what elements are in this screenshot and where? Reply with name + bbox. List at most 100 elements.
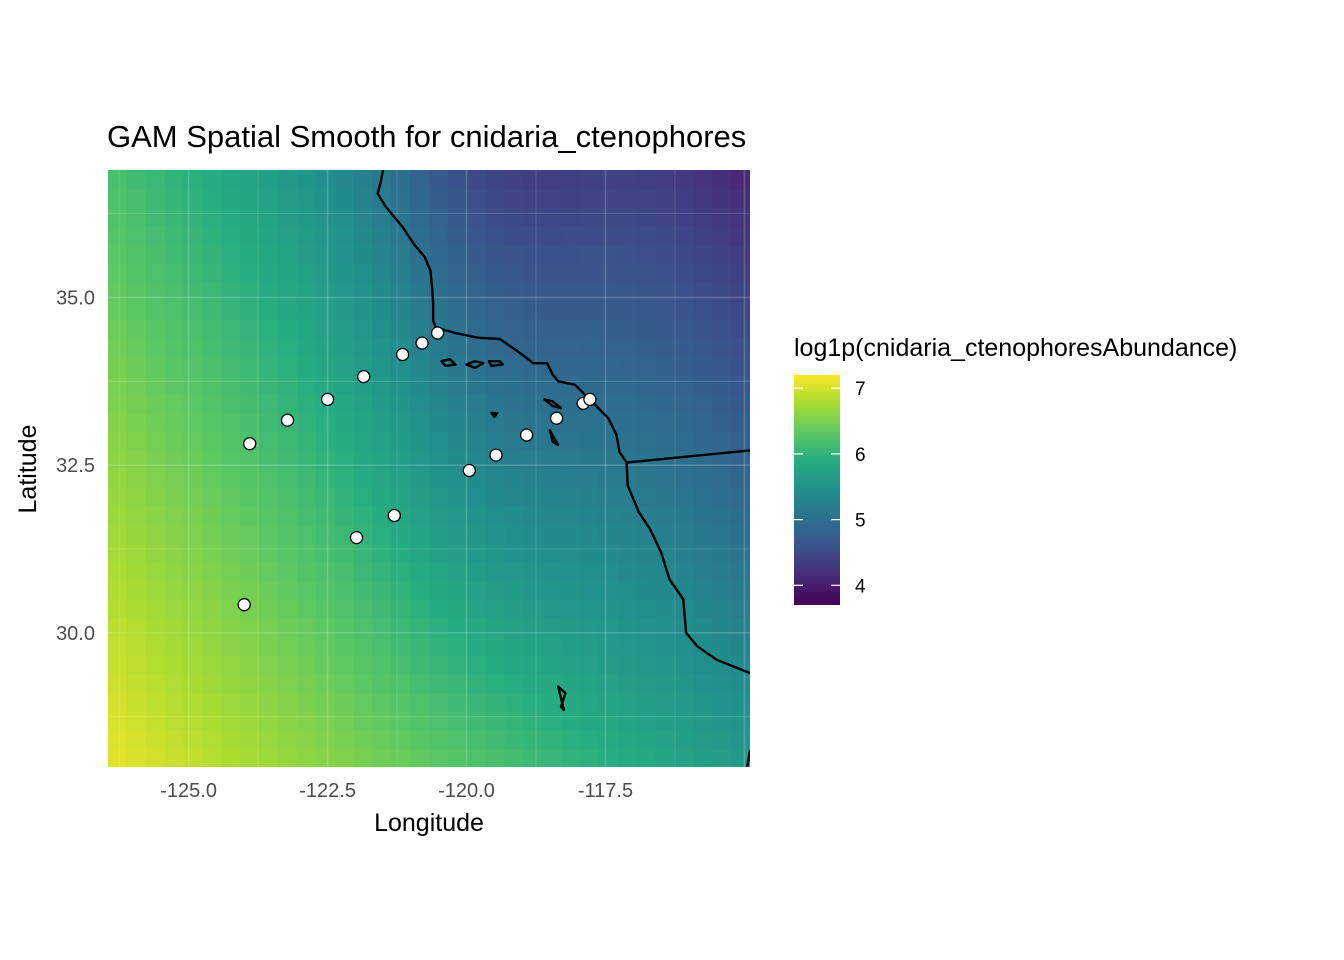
heatmap-cell <box>145 170 166 190</box>
heatmap-cell <box>598 244 619 264</box>
heatmap-cell <box>183 673 204 693</box>
heatmap-cell <box>145 244 166 264</box>
heatmap-cell <box>145 188 166 208</box>
heatmap-cell <box>108 319 128 339</box>
heatmap-cell <box>580 431 600 451</box>
heatmap-cell <box>561 711 581 731</box>
heatmap-cell <box>372 524 392 544</box>
heatmap-cell <box>542 337 562 358</box>
heatmap-cell <box>334 468 355 488</box>
heatmap-cell <box>410 170 430 190</box>
heatmap-cell <box>391 636 411 656</box>
heatmap-cell <box>240 748 260 767</box>
heatmap-cell <box>429 748 449 767</box>
heatmap-cell <box>542 580 562 600</box>
heatmap-cell <box>504 692 525 712</box>
heatmap-cell <box>391 468 411 488</box>
heatmap-cell <box>542 375 562 395</box>
x-tick-label: -120.0 <box>438 780 495 802</box>
heatmap-cell <box>202 505 222 526</box>
heatmap-cell <box>145 207 166 227</box>
heatmap-cell <box>108 170 128 190</box>
heatmap-cell <box>655 655 676 675</box>
heatmap-cell <box>164 356 185 376</box>
heatmap-cell <box>580 543 600 563</box>
heatmap-cell <box>693 300 713 320</box>
heatmap-cell <box>674 356 694 376</box>
heatmap-cell <box>674 617 694 638</box>
heatmap-cell <box>202 207 222 227</box>
heatmap-cell <box>561 449 581 470</box>
heatmap-cell <box>655 599 676 619</box>
heatmap-cell <box>108 356 128 376</box>
heatmap-cell <box>504 655 525 675</box>
island <box>548 429 560 447</box>
heatmap-cell <box>183 244 204 264</box>
heatmap-cell <box>636 673 657 693</box>
heatmap-cell <box>334 729 355 749</box>
heatmap-cell <box>221 449 241 470</box>
heatmap-cell <box>277 729 298 749</box>
heatmap-cell <box>183 263 204 283</box>
heatmap-cell <box>693 655 713 675</box>
heatmap-cell <box>259 468 279 488</box>
heatmap-cell <box>617 393 638 414</box>
heatmap-cell <box>391 692 411 712</box>
heatmap-cell <box>221 225 241 246</box>
heatmap-cell <box>542 748 562 767</box>
heatmap-cell <box>315 188 336 208</box>
heatmap-cell <box>636 337 657 358</box>
heatmap-cell <box>523 636 543 656</box>
heatmap-cell <box>655 356 676 376</box>
heatmap-cell <box>617 188 638 208</box>
heatmap-cell <box>145 655 166 675</box>
heatmap-cell <box>580 711 600 731</box>
heatmap-cell <box>240 244 260 264</box>
heatmap-cell <box>693 748 713 767</box>
heatmap-cell <box>655 617 676 638</box>
heatmap-cell <box>580 412 600 432</box>
heatmap-cell <box>372 337 392 358</box>
heatmap-cell <box>240 319 260 339</box>
heatmap-cell <box>598 505 619 526</box>
heatmap-cell <box>561 337 581 358</box>
heatmap-cell <box>164 487 185 507</box>
heatmap-cell <box>145 468 166 488</box>
island <box>465 360 485 370</box>
heatmap-cell <box>523 170 543 190</box>
heatmap-cell <box>731 524 750 544</box>
heatmap-cell <box>410 580 430 600</box>
heatmap-cell <box>636 599 657 619</box>
station-point <box>489 448 503 462</box>
heatmap-cell <box>296 729 317 749</box>
heatmap-cell <box>466 692 487 712</box>
heatmap-cell <box>542 543 562 563</box>
heatmap-cell <box>164 281 185 302</box>
heatmap-cell <box>183 580 204 600</box>
heatmap-cell <box>731 543 750 563</box>
heatmap-cell <box>334 524 355 544</box>
heatmap-cell <box>334 393 355 414</box>
heatmap-cell <box>240 487 260 507</box>
heatmap-cell <box>674 711 694 731</box>
heatmap-cell <box>391 188 411 208</box>
heatmap-cell <box>334 188 355 208</box>
heatmap-cell <box>485 170 506 190</box>
heatmap-cell <box>108 337 128 358</box>
heatmap-cell <box>712 244 732 264</box>
heatmap-cell <box>221 244 241 264</box>
heatmap-cell <box>674 170 694 190</box>
heatmap-cell <box>580 300 600 320</box>
heatmap-cell <box>372 599 392 619</box>
heatmap-cell <box>391 356 411 376</box>
heatmap-cell <box>447 543 468 563</box>
heatmap-cell <box>372 263 392 283</box>
heatmap-cell <box>296 543 317 563</box>
heatmap-cell <box>164 599 185 619</box>
heatmap-cell <box>447 617 468 638</box>
heatmap-cell <box>504 487 525 507</box>
heatmap-cell <box>712 692 732 712</box>
heatmap-cell <box>447 468 468 488</box>
heatmap-cell <box>296 692 317 712</box>
heatmap-cell <box>466 431 487 451</box>
